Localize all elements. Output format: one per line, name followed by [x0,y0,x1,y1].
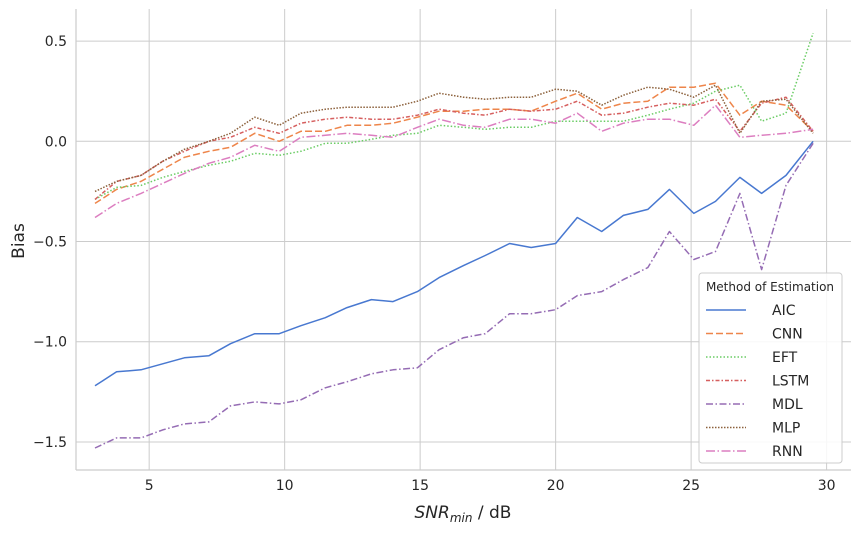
y-tick-label: 0.5 [45,34,67,50]
x-axis-label-subscript: min [450,511,473,525]
y-tick-label: −1.5 [33,435,67,451]
x-tick-label: 5 [145,478,154,494]
x-tick-label: 10 [276,478,294,494]
x-tick-label: 25 [682,478,700,494]
series-line-cnn [94,82,814,205]
series-line-aic [94,140,814,387]
y-tick-label: 0.0 [45,134,67,150]
legend-label-lstm: LSTM [772,374,809,390]
legend-label-cnn: CNN [772,327,803,343]
legend-label-mlp: MLP [772,421,800,437]
x-tick-label: 15 [411,478,429,494]
y-axis-label: Bias [9,223,29,259]
x-axis-label-unit: / dB [472,503,511,523]
series-line-eft [94,32,814,201]
x-tick-label: 30 [818,478,836,494]
x-tick-labels: 5 10 15 20 25 30 [145,478,836,494]
y-tick-label: −0.5 [33,235,67,251]
series-lines [94,32,814,449]
legend-title: Method of Estimation [706,280,834,294]
legend-label-mdl: MDL [772,397,803,413]
grid [76,9,851,470]
legend-box [698,272,843,464]
axis-spines [75,9,851,471]
legend-label-rnn: RNN [772,444,803,460]
x-tick-label: 20 [547,478,565,494]
legend: Method of Estimation AIC CNN EFT LSTM MDL MLP… [698,272,843,464]
legend-items: AIC CNN EFT LSTM MDL MLP RNN [706,303,809,460]
x-axis-label-main: SNR [415,503,450,523]
legend-label-aic: AIC [772,303,796,319]
series-line-mdl [94,142,814,449]
series-line-rnn [94,104,814,219]
legend-label-eft: EFT [772,350,798,366]
y-tick-label: −1.0 [33,335,67,351]
y-tick-labels: −1.5 −1.0 −0.5 0.0 0.5 [33,34,67,451]
series-line-lstm [94,96,814,200]
series-line-mlp [94,84,814,193]
x-axis-label: SNRmin / dB [415,503,512,525]
